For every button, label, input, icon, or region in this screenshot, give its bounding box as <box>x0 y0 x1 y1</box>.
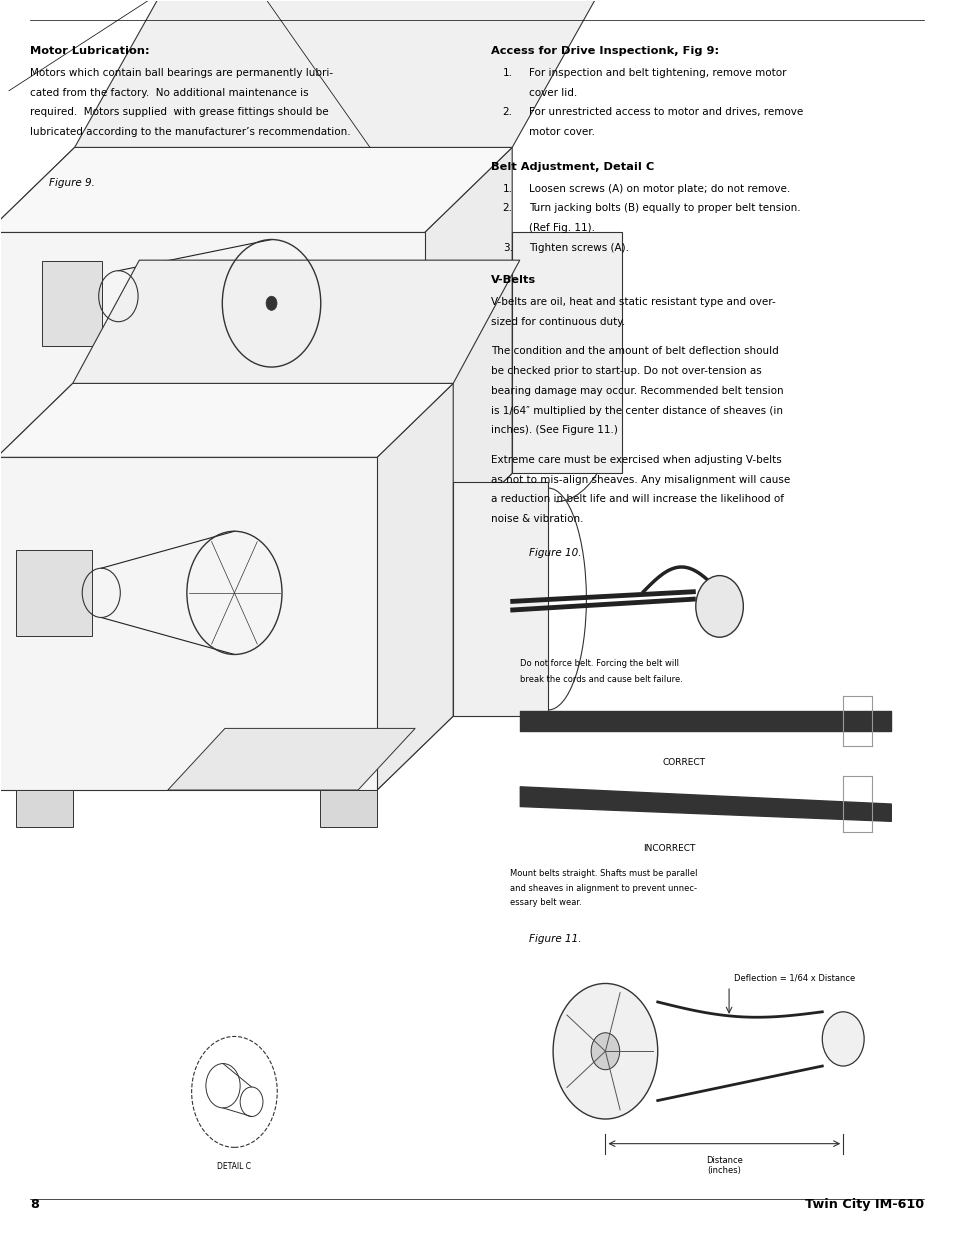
Text: 8: 8 <box>30 1198 39 1212</box>
Polygon shape <box>424 147 512 558</box>
Polygon shape <box>319 790 376 827</box>
Polygon shape <box>0 383 453 457</box>
Text: Deflection = 1/64 x Distance: Deflection = 1/64 x Distance <box>733 973 854 982</box>
Polygon shape <box>9 558 52 587</box>
Polygon shape <box>0 147 74 558</box>
Circle shape <box>553 983 657 1119</box>
Text: Figure 9.: Figure 9. <box>49 178 94 188</box>
Text: lubricated according to the manufacturer’s recommendation.: lubricated according to the manufacturer… <box>30 127 350 137</box>
Text: Tighten screws (A).: Tighten screws (A). <box>529 243 629 253</box>
Text: noise & vibration.: noise & vibration. <box>491 514 583 524</box>
Text: 2.: 2. <box>502 204 512 214</box>
Text: bearing damage may occur. Recommended belt tension: bearing damage may occur. Recommended be… <box>491 385 783 396</box>
Text: as not to mis-align sheaves. Any misalignment will cause: as not to mis-align sheaves. Any misalig… <box>491 474 790 484</box>
Polygon shape <box>380 558 424 587</box>
Polygon shape <box>0 716 453 790</box>
Text: For inspection and belt tightening, remove motor: For inspection and belt tightening, remo… <box>529 68 786 78</box>
Text: Figure 11.: Figure 11. <box>529 934 581 945</box>
Text: Loosen screws (A) on motor plate; do not remove.: Loosen screws (A) on motor plate; do not… <box>529 184 790 194</box>
Polygon shape <box>0 232 424 558</box>
Polygon shape <box>512 232 621 473</box>
Polygon shape <box>42 261 102 346</box>
Text: sized for continuous duty.: sized for continuous duty. <box>491 317 625 327</box>
Text: Do not force belt. Forcing the belt will: Do not force belt. Forcing the belt will <box>519 659 679 668</box>
Circle shape <box>266 296 276 310</box>
Circle shape <box>695 576 742 637</box>
Text: 2.: 2. <box>502 107 512 117</box>
Text: DETAIL C: DETAIL C <box>217 1162 252 1171</box>
Text: Motors which contain ball bearings are permanently lubri-: Motors which contain ball bearings are p… <box>30 68 333 78</box>
Text: V-belts are oil, heat and static resistant type and over-: V-belts are oil, heat and static resista… <box>491 298 775 308</box>
Text: Twin City IM-610: Twin City IM-610 <box>804 1198 923 1212</box>
Text: a reduction in belt life and will increase the likelihood of: a reduction in belt life and will increa… <box>491 494 783 504</box>
Text: 1.: 1. <box>502 184 512 194</box>
Text: INCORRECT: INCORRECT <box>642 845 695 853</box>
Text: motor cover.: motor cover. <box>529 127 595 137</box>
Text: cover lid.: cover lid. <box>529 88 577 98</box>
Circle shape <box>821 1011 863 1066</box>
Text: Motor Lubrication:: Motor Lubrication: <box>30 46 150 56</box>
Polygon shape <box>376 383 453 790</box>
Text: 3.: 3. <box>502 243 512 253</box>
Text: required.  Motors supplied  with grease fittings should be: required. Motors supplied with grease fi… <box>30 107 328 117</box>
Polygon shape <box>0 147 512 232</box>
Polygon shape <box>453 482 548 716</box>
Polygon shape <box>15 790 72 827</box>
Polygon shape <box>0 457 376 790</box>
Text: For unrestricted access to motor and drives, remove: For unrestricted access to motor and dri… <box>529 107 802 117</box>
Text: CORRECT: CORRECT <box>661 758 705 767</box>
Polygon shape <box>72 261 519 383</box>
Text: is 1/64″ multiplied by the center distance of sheaves (in: is 1/64″ multiplied by the center distan… <box>491 405 782 415</box>
Text: Mount belts straight. Shafts must be parallel: Mount belts straight. Shafts must be par… <box>510 869 697 878</box>
Text: Turn jacking bolts (B) equally to proper belt tension.: Turn jacking bolts (B) equally to proper… <box>529 204 801 214</box>
Text: 1.: 1. <box>502 68 512 78</box>
Text: Belt Adjustment, Detail C: Belt Adjustment, Detail C <box>491 162 654 172</box>
Text: V-Belts: V-Belts <box>491 275 536 285</box>
Polygon shape <box>0 473 512 558</box>
Text: be checked prior to start-up. Do not over-tension as: be checked prior to start-up. Do not ove… <box>491 366 761 377</box>
Text: break the cords and cause belt failure.: break the cords and cause belt failure. <box>519 676 682 684</box>
Text: and sheaves in alignment to prevent unnec-: and sheaves in alignment to prevent unne… <box>510 884 697 893</box>
Text: essary belt wear.: essary belt wear. <box>510 898 581 908</box>
Text: Access for Drive Inspectionk, Fig 9:: Access for Drive Inspectionk, Fig 9: <box>491 46 719 56</box>
Text: cated from the factory.  No additional maintenance is: cated from the factory. No additional ma… <box>30 88 308 98</box>
Text: Figure 10.: Figure 10. <box>529 548 581 558</box>
Polygon shape <box>168 729 415 790</box>
Text: inches). (See Figure 11.): inches). (See Figure 11.) <box>491 425 618 435</box>
Polygon shape <box>0 383 72 790</box>
Text: The condition and the amount of belt deflection should: The condition and the amount of belt def… <box>491 346 779 357</box>
Polygon shape <box>74 0 599 147</box>
Text: Extreme care must be exercised when adjusting V-belts: Extreme care must be exercised when adju… <box>491 454 781 464</box>
Text: (Ref Fig. 11).: (Ref Fig. 11). <box>529 224 595 233</box>
Circle shape <box>591 1032 619 1070</box>
Polygon shape <box>15 550 91 636</box>
Text: Distance
(inches): Distance (inches) <box>705 1156 742 1176</box>
